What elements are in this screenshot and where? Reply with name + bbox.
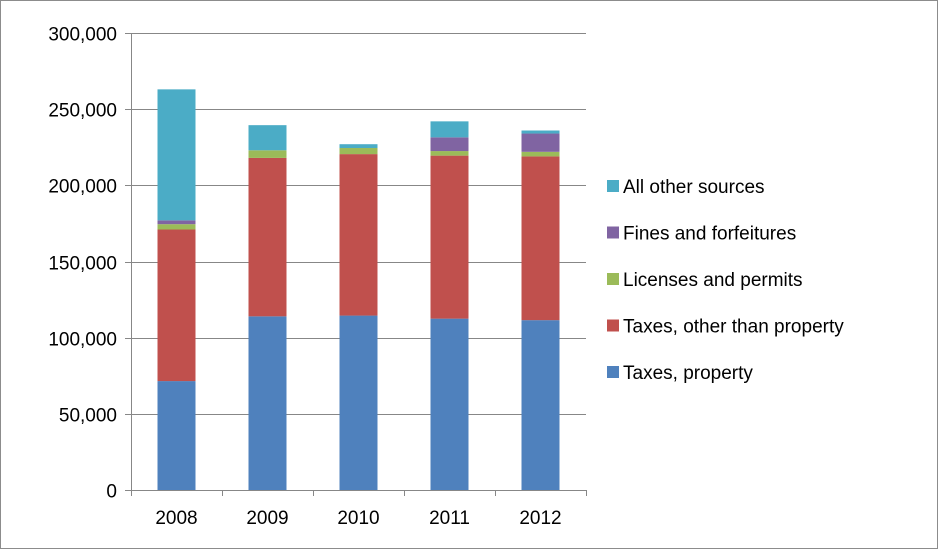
bar-segment	[157, 220, 196, 225]
x-tick-label: 2009	[246, 508, 288, 529]
y-tick-label: 200,000	[48, 177, 117, 198]
y-tick-label: 300,000	[48, 25, 117, 46]
legend-label: Licenses and permits	[623, 270, 803, 291]
bar-segment	[157, 224, 196, 230]
legend-label: Fines and forfeitures	[623, 224, 796, 245]
legend: All other sources Fines and forfeitures Li…	[607, 177, 844, 384]
bars	[157, 89, 560, 490]
legend-swatch	[607, 180, 619, 192]
x-tick-label: 2011	[429, 508, 470, 529]
bar-segment	[339, 154, 378, 316]
bar-segment	[430, 318, 469, 490]
bar-segment	[339, 144, 378, 149]
legend-swatch	[607, 226, 619, 239]
axes: 0 50,000 100,000 150,000 200,000 250,000 300,0…	[48, 25, 587, 529]
bar-segment	[339, 148, 378, 155]
bar-segment	[248, 125, 287, 151]
x-tick-label: 2012	[519, 508, 561, 529]
legend-swatch	[607, 319, 619, 332]
bar-segment	[157, 229, 196, 382]
y-tick-label: 150,000	[48, 254, 117, 275]
bar-segment	[430, 155, 469, 319]
y-tick-label: 0	[106, 482, 117, 503]
y-tick-label: 100,000	[48, 330, 117, 351]
bar-segment	[521, 133, 560, 152]
x-tick-label: 2010	[337, 508, 379, 529]
x-tick-label: 2008	[155, 508, 197, 529]
bar-segment	[248, 316, 287, 490]
bar-segment	[521, 151, 560, 157]
legend-label: Taxes, other than property	[623, 317, 844, 338]
y-tick-label: 250,000	[48, 101, 117, 122]
y-tick-label: 50,000	[59, 406, 117, 427]
legend-label: All other sources	[623, 177, 765, 198]
bar-segment	[521, 130, 560, 134]
legend-label: Taxes, property	[623, 363, 753, 384]
bar-segment	[248, 150, 287, 158]
bar-segment	[521, 156, 560, 321]
bar-segment	[430, 121, 469, 138]
legend-swatch	[607, 366, 619, 378]
bar-segment	[430, 151, 469, 156]
legend-swatch	[607, 273, 619, 285]
bar-segment	[521, 320, 560, 490]
bar-segment	[157, 89, 196, 221]
bar-segment	[157, 381, 196, 490]
bar-segment	[430, 137, 469, 152]
bar-segment	[339, 315, 378, 490]
bar-segment	[248, 157, 287, 317]
